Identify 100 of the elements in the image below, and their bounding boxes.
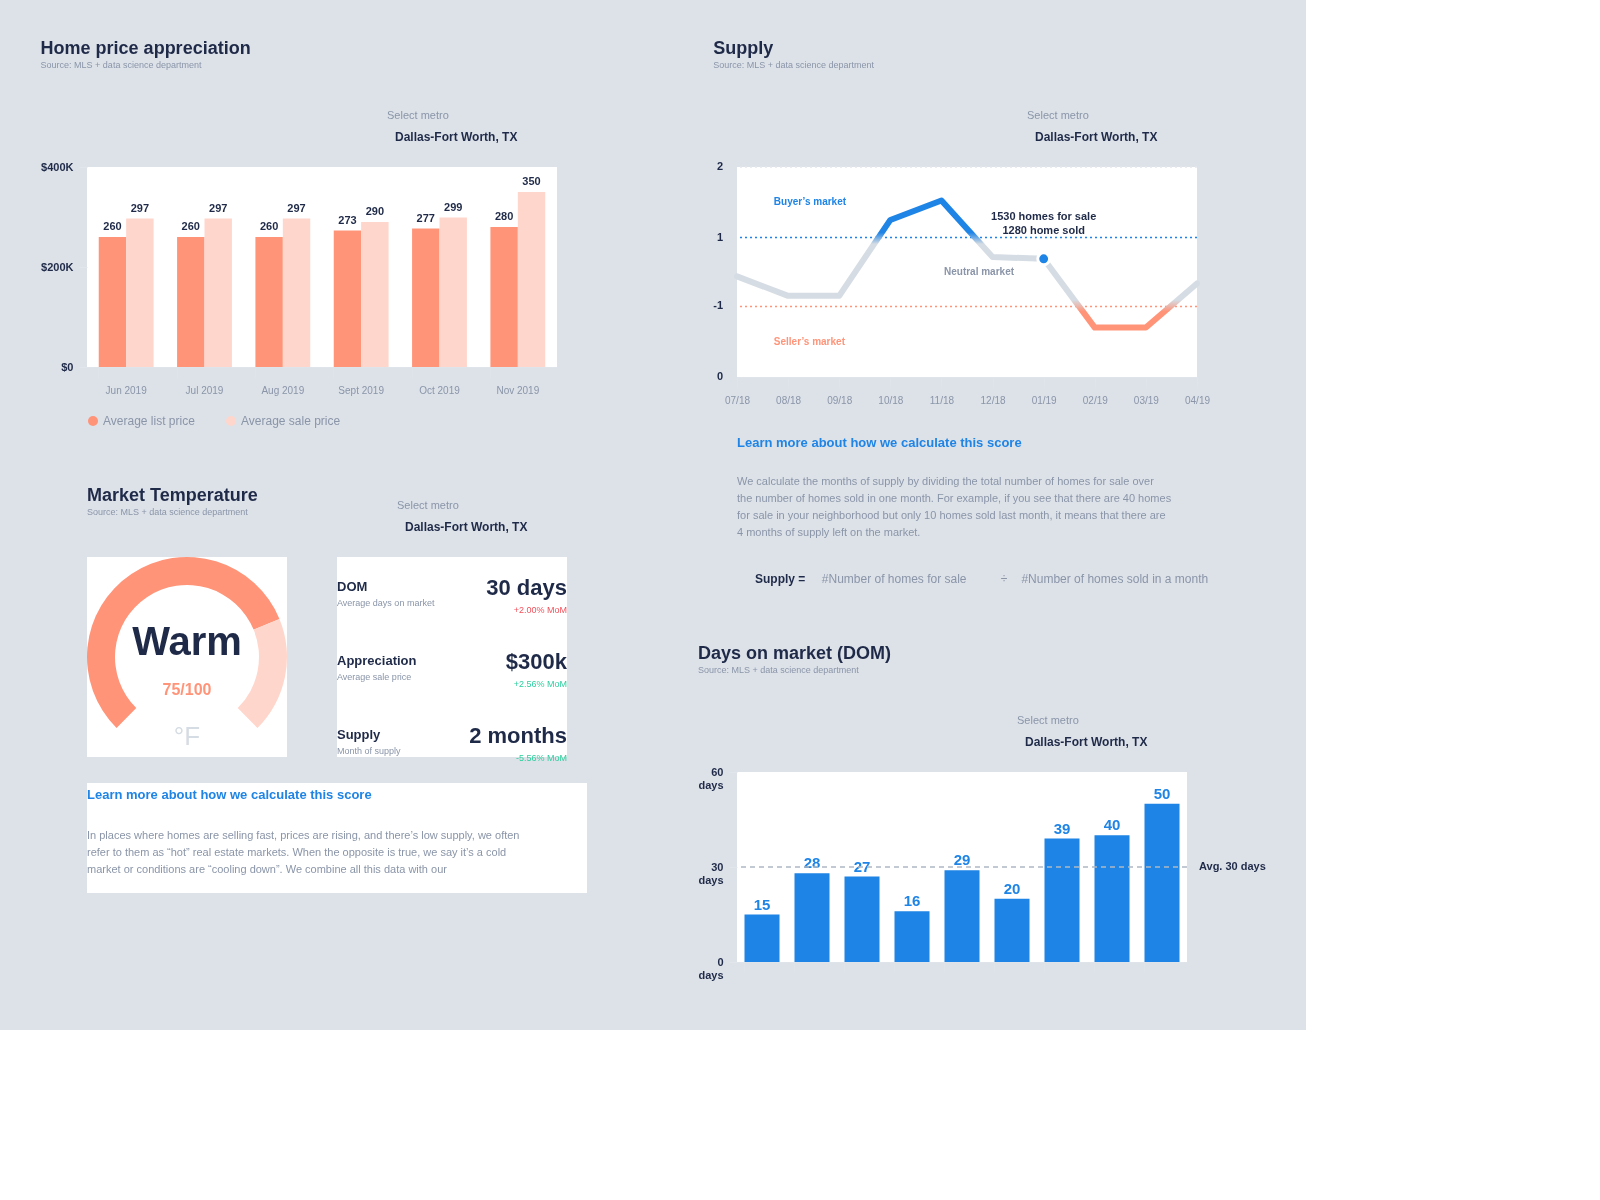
x-tick-label: Jun 2019 [105,384,148,396]
x-tick-label: 04/19 [1184,394,1211,406]
text: Average sale price [337,672,412,682]
text: Select metro [397,499,459,511]
text: Select metro [1027,109,1089,121]
data-label: 260 [181,220,200,232]
bar [333,230,362,367]
bar [490,227,518,367]
bar [282,218,311,367]
text: In places where homes are selling fast, prices are rising, and there’s low supply, we often refer to them as “hot” real estate markets. When the opposite is true, we say it’s a cold market or conditions are “cooling down”. We combine all this data with our [87,829,520,875]
data-label: 50 [1153,784,1171,802]
x-tick-label: 12/18 [980,394,1006,406]
x-tick-label: 08/18 [776,394,802,406]
x-tick-label: 09/18 [827,394,853,406]
chart-title: Home price appreciation [40,38,251,58]
text: +2.56% MoM [513,679,567,689]
x-tick-label: Sept 2019 [338,384,385,396]
chart-subtitle: Source: MLS + data science department [87,507,249,517]
text: 2 [716,160,723,172]
chart-subtitle: Source: MLS + data science department [40,60,202,70]
x-tick-label: Nov 2019 [496,384,540,396]
text: 30 days [486,575,567,600]
annotation: 1530 homes for sale 1280 home sold [991,209,1097,236]
text: Supply = [755,572,806,586]
x-tick-label: 10/18 [878,394,904,406]
data-label: 260 [103,220,122,232]
text: We calculate the months of supply by dividing the total number of homes for sale over the number of homes sold in one month. For example, if you see that there are 40 homes for sale in your neighborhood but only 10 homes sold last month, it means that there are 4 months of supply left on the market. [737,475,1172,538]
x-tick-label: 07/18 [724,394,751,406]
data-label: 40 [1103,816,1121,834]
y-tick-label: 30 days [698,860,724,886]
data-label: 290 [365,205,385,217]
text: -1 [713,299,723,312]
x-tick-label: 01/19 [1031,394,1058,406]
y-tick-label: $200K [41,260,74,273]
annotation: Seller’s market [773,335,846,347]
legend-label: Average list price [103,414,196,428]
text: Learn more about how we calculate this score [737,435,1022,450]
x-tick-label: 11/18 [929,394,955,406]
data-label: 299 [444,200,463,213]
bar [517,192,546,367]
data-label: 28 [803,854,821,872]
data-label: 297 [130,201,150,214]
chart-subtitle: Source: MLS + data science department [697,665,860,675]
bar [255,237,283,367]
chart-subtitle: Source: MLS + data science department [713,60,875,70]
y-tick-label: 0 days [698,955,724,981]
text: Learn more about how we calculate this score [87,787,372,802]
bar [98,237,127,367]
y-tick-label: $0 [61,360,74,373]
annotation: Neutral market [944,266,1015,277]
bar [412,228,440,367]
data-label: 29 [953,851,971,869]
text: Month of supply [337,746,402,756]
data-label: 20 [1003,879,1021,897]
text: Dallas-Fort Worth, TX [1025,735,1148,749]
y-tick-label: $400K [41,160,74,173]
text: +2.00% MoM [513,605,567,615]
text: Select metro [387,109,449,121]
text: Supply [337,727,382,742]
chart-title: Market Temperature [87,485,258,505]
x-tick-label: Oct 2019 [419,384,461,396]
data-label: 277 [416,211,435,224]
annotation: Buyer’s market [773,196,847,208]
bar [126,218,154,367]
ref-line-label: Avg. 30 days [1199,860,1266,872]
text: ÷ [1000,572,1008,586]
text: 0 [716,370,723,382]
text: $300k [505,649,568,674]
text: Dallas-Fort Worth, TX [1035,130,1158,144]
data-label: 297 [209,201,228,214]
data-label: 15 [753,895,771,913]
bar [361,222,389,367]
bar [204,218,232,367]
x-tick-label: 02/19 [1082,394,1109,406]
data-label: 280 [494,210,514,222]
bar [439,217,467,367]
text: Average days on market [337,598,435,608]
text: Warm [132,619,242,663]
chart-title: Supply [713,38,774,58]
text: DOM [337,579,368,594]
data-label: 16 [903,892,921,910]
data-label: 297 [287,201,306,214]
text: Appreciation [337,653,417,668]
data-label: 260 [259,220,279,232]
text: Select metro [1017,714,1079,726]
text: Dallas-Fort Worth, TX [395,130,518,144]
y-tick-label: 60 days [698,765,724,791]
chart-title: Days on market (DOM) [697,643,891,663]
x-tick-label: Aug 2019 [261,384,305,396]
bar [177,237,205,367]
text: 2 months [469,723,567,748]
text: 75/100 [162,681,212,698]
legend-label: Average sale price [241,414,341,428]
text: -5.56% MoM [515,753,567,763]
data-label: 273 [338,213,357,226]
x-tick-label: Jul 2019 [185,384,224,396]
text: 1 [716,230,723,243]
data-label: 27 [853,857,871,875]
x-tick-label: 03/19 [1133,394,1160,406]
data-label: 39 [1053,819,1071,837]
